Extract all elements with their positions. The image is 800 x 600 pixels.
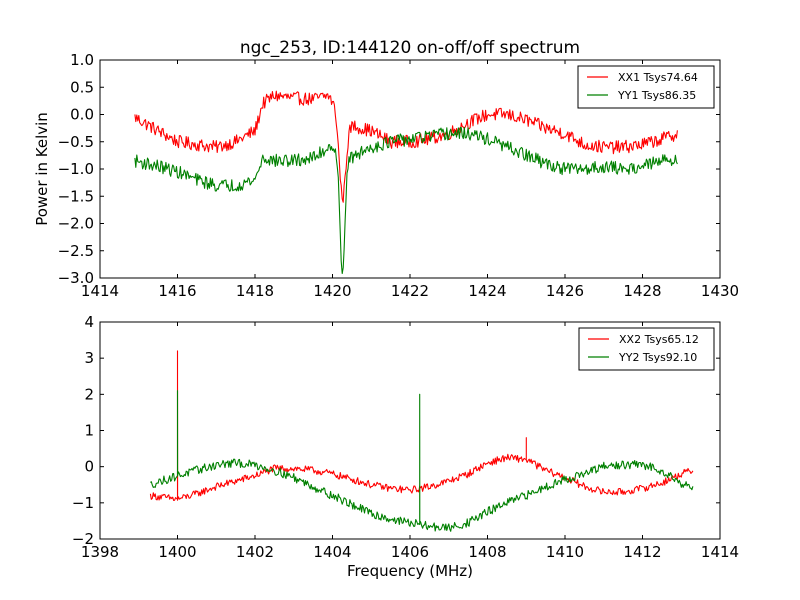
- bottom-x-tick-label: 1404: [313, 543, 351, 561]
- bottom-legend-label-xx2: XX2 Tsys65.12: [619, 333, 699, 346]
- top-y-tick-label: −0.5: [58, 133, 94, 151]
- top-ticks: 1414 1416 1418 1420 1422 1424 1426 1428 1430 −3.0…: [58, 51, 740, 300]
- top-legend-label-xx1: XX1 Tsys74.64: [618, 71, 698, 84]
- top-panel: 1414 1416 1418 1420 1422 1424 1426 1428 1430 −3.0…: [33, 51, 739, 300]
- bottom-panel: 1398 1400 1402 1404 1406 1408 1410 1412 1414−2−1…: [72, 313, 739, 580]
- bottom-y-tick-label: 1: [84, 422, 94, 440]
- bottom-x-tick-label: 1406: [391, 543, 429, 561]
- top-x-tick-label: 1422: [391, 282, 429, 300]
- chart-title: ngc_253, ID:144120 on-off/off spectrum: [240, 38, 580, 58]
- top-x-tick-label: 1424: [468, 282, 506, 300]
- bottom-legend-box: [578, 327, 715, 371]
- top-y-tick-label: −2.0: [58, 215, 94, 233]
- top-x-tick-label: 1430: [701, 282, 739, 300]
- bottom-legend: XX2 Tsys65.12 YY2 Tsys92.10: [578, 327, 715, 371]
- top-series-yy1-line: [134, 126, 678, 275]
- bottom-y-tick-label: 4: [84, 313, 94, 331]
- top-x-tick-label: 1414: [81, 282, 119, 300]
- top-legend-box: [577, 65, 715, 109]
- top-y-tick-label: −3.0: [58, 269, 94, 287]
- bottom-y-tick-label: −1: [72, 494, 94, 512]
- bottom-x-tick-label: 1402: [236, 543, 274, 561]
- top-y-axis-label: Power in Kelvin: [33, 112, 51, 226]
- bottom-x-axis-label: Frequency (MHz): [347, 562, 473, 580]
- bottom-series-xx2-line: [149, 350, 694, 501]
- bottom-x-tick-label: 1398: [81, 543, 119, 561]
- top-y-tick-label: −1.0: [58, 160, 94, 178]
- bottom-x-tick-label: 1408: [468, 543, 506, 561]
- top-y-tick-label: −1.5: [58, 187, 94, 205]
- bottom-y-tick-label: −2: [72, 530, 94, 548]
- bottom-ticks: 1398 1400 1402 1404 1406 1408 1410 1412 1414−2−1…: [72, 313, 739, 561]
- top-y-tick-label: 0.0: [70, 106, 94, 124]
- top-y-tick-label: −2.5: [58, 242, 94, 260]
- bottom-series-yy2-line: [150, 390, 694, 532]
- bottom-x-tick-label: 1414: [701, 543, 739, 561]
- bottom-y-tick-label: 3: [84, 349, 94, 367]
- top-x-tick-label: 1426: [546, 282, 584, 300]
- bottom-x-tick-label: 1400: [158, 543, 196, 561]
- top-x-tick-label: 1420: [313, 282, 351, 300]
- top-legend-label-yy1: YY1 Tsys86.35: [617, 89, 696, 102]
- bottom-y-tick-label: 0: [84, 458, 94, 476]
- top-y-tick-label: 0.5: [70, 78, 94, 96]
- bottom-x-tick-label: 1410: [546, 543, 584, 561]
- top-series-xx1-line: [134, 90, 678, 203]
- top-x-tick-label: 1418: [236, 282, 274, 300]
- bottom-legend-label-yy2: YY2 Tsys92.10: [618, 351, 697, 364]
- bottom-series-layer: [149, 350, 694, 532]
- top-x-tick-label: 1416: [158, 282, 196, 300]
- bottom-x-tick-label: 1412: [623, 543, 661, 561]
- top-legend: XX1 Tsys74.64 YY1 Tsys86.35: [577, 65, 715, 109]
- top-x-tick-label: 1428: [623, 282, 661, 300]
- top-series-layer: [134, 90, 678, 275]
- bottom-y-tick-label: 2: [84, 385, 94, 403]
- top-y-tick-label: 1.0: [70, 51, 94, 69]
